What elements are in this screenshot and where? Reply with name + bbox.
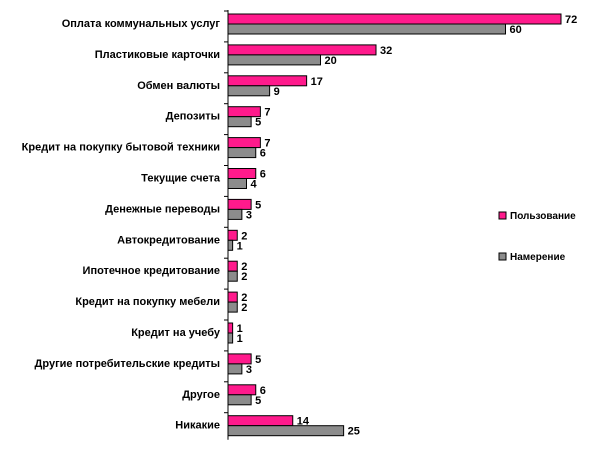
- data-label: 3: [246, 364, 252, 376]
- data-label: 1: [237, 240, 243, 252]
- labels-layer: Оплата коммунальных услуг 7260Пластиковые…: [22, 14, 578, 438]
- legend-label: Пользование: [510, 211, 576, 222]
- bar-intent: [227, 23, 506, 35]
- bar-intent: [227, 208, 243, 220]
- data-label: 7: [264, 107, 270, 119]
- data-label: 2: [241, 230, 247, 242]
- data-label: 6: [260, 148, 266, 160]
- data-label: 32: [380, 45, 392, 57]
- bars-layer: [227, 13, 562, 437]
- bar-usage: [227, 353, 252, 365]
- category-label: Другое: [182, 389, 220, 401]
- bar-usage: [227, 229, 238, 241]
- legend-swatch: [498, 211, 507, 220]
- data-label: 3: [246, 209, 252, 221]
- data-label: 20: [325, 55, 337, 67]
- data-label: 14: [297, 416, 310, 428]
- axis-layer: [224, 10, 229, 440]
- category-label: Текущие счета: [141, 173, 221, 185]
- data-label: 25: [348, 426, 360, 438]
- category-label: Денежные переводы: [105, 203, 220, 215]
- bar-usage: [227, 384, 257, 396]
- legend-swatch: [498, 252, 507, 261]
- data-label: 5: [255, 395, 261, 407]
- legend: Пользование Намерение: [498, 211, 576, 263]
- data-label: 9: [274, 86, 280, 98]
- bar-intent: [227, 270, 238, 282]
- bar-intent: [227, 116, 252, 128]
- bar-intent: [227, 363, 243, 375]
- category-label: Автокредитование: [117, 234, 220, 246]
- data-label: 5: [255, 354, 261, 366]
- category-label: Кредит на покупку бытовой техники: [22, 142, 220, 154]
- bar-intent: [227, 85, 271, 97]
- data-label: 6: [260, 385, 266, 397]
- data-label: 72: [565, 14, 577, 26]
- bar-intent: [227, 178, 247, 189]
- bar-usage: [227, 44, 377, 56]
- bar-usage: [227, 291, 238, 303]
- data-label: 5: [255, 199, 261, 211]
- data-label: 1: [237, 323, 243, 335]
- bar-intent: [227, 425, 345, 437]
- bar-usage: [227, 137, 261, 149]
- bar-intent: [227, 394, 252, 406]
- data-label: 6: [260, 169, 266, 181]
- data-label: 2: [241, 261, 247, 273]
- bar-usage: [227, 13, 562, 25]
- bar-usage: [227, 168, 257, 179]
- bar-intent: [227, 54, 321, 66]
- data-label: 60: [510, 24, 522, 36]
- bar-intent: [227, 332, 234, 344]
- bar-usage: [227, 198, 252, 210]
- category-label: Кредит на учебу: [131, 327, 221, 339]
- bar-intent: [227, 147, 257, 159]
- legend-label: Намерение: [510, 252, 566, 263]
- bar-usage: [227, 260, 238, 272]
- bar-usage: [227, 106, 261, 118]
- category-label: Обмен валюты: [137, 80, 220, 92]
- category-label: Ипотечное кредитование: [83, 265, 220, 277]
- category-label: Оплата коммунальных услуг: [62, 18, 221, 30]
- category-label: Никакие: [175, 420, 220, 432]
- data-label: 7: [264, 138, 270, 150]
- data-label: 4: [251, 179, 258, 191]
- bar-intent: [227, 301, 238, 313]
- bar-intent: [227, 239, 234, 251]
- category-label: Депозиты: [166, 111, 220, 123]
- data-label: 2: [241, 271, 247, 283]
- data-label: 5: [255, 117, 261, 129]
- data-label: 1: [237, 333, 243, 345]
- category-label: Другие потребительские кредиты: [35, 358, 220, 370]
- data-label: 2: [241, 302, 247, 314]
- category-label: Кредит на покупку мебели: [75, 296, 220, 308]
- bar-usage: [227, 75, 308, 87]
- data-label: 2: [241, 292, 247, 304]
- category-label: Пластиковые карточки: [95, 49, 220, 61]
- bar-usage: [227, 322, 234, 334]
- data-label: 17: [311, 76, 323, 88]
- bar-usage: [227, 415, 294, 427]
